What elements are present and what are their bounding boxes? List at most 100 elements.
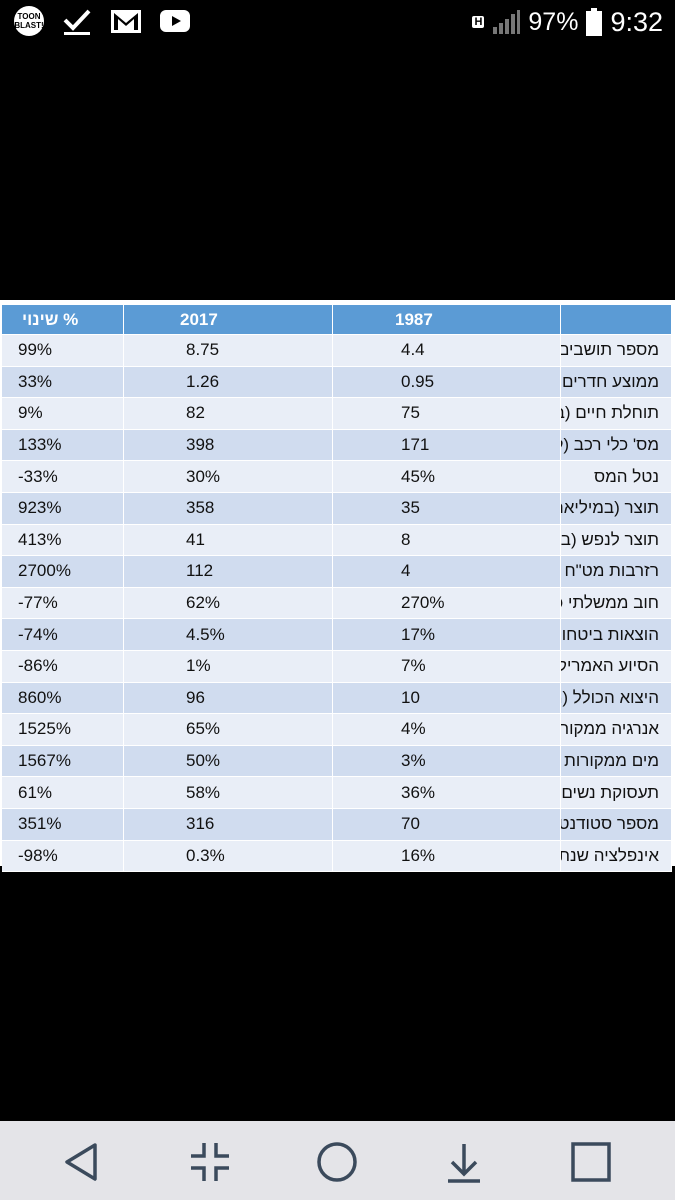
cell-label: תוצר (במיליארדי $) <box>560 492 672 525</box>
cell-2017: 8.75 <box>123 334 333 367</box>
cell-label: מספר סטודנטים (באלפים) <box>560 808 672 841</box>
download-button[interactable] <box>442 1140 486 1184</box>
table-row: -86%1%7%הסיוע האמריקני כאחוז מהתוצר <box>2 650 672 683</box>
cell-2017: 96 <box>123 682 333 715</box>
cell-label: מים ממקורות מותפלים <box>560 745 672 778</box>
cell-label: מס' כלי רכב (לאלף תושבים) <box>560 429 672 462</box>
cell-2017: 398 <box>123 429 333 462</box>
cell-change: -33% <box>2 460 124 493</box>
cell-1987: 4.4 <box>332 334 561 367</box>
cell-2017: 65% <box>123 713 333 746</box>
battery-icon <box>586 8 603 36</box>
cell-change: 33% <box>2 366 124 399</box>
cell-2017: 30% <box>123 460 333 493</box>
cell-change: 61% <box>2 776 124 809</box>
status-bar: TOON BLAST! H 97% 9:32 <box>0 0 675 44</box>
notification-icons: TOON BLAST! <box>14 6 208 36</box>
header-2017: 2017 <box>123 305 333 335</box>
header-label <box>560 305 672 335</box>
table-row: 61% 58% 36% תעסוקת נשים <box>2 776 672 809</box>
cell-2017: 316 <box>123 808 333 841</box>
clock: 9:32 <box>610 6 663 37</box>
recents-button[interactable] <box>569 1140 613 1184</box>
cell-label: אינפלציה שנתית <box>560 840 672 873</box>
cell-1987: 75 <box>332 397 561 430</box>
cell-2017: 82 <box>123 397 333 430</box>
cell-2017: 41 <box>123 524 333 557</box>
toon-blast-text-2: BLAST! <box>14 21 44 30</box>
table-row: -98%0.3%16%אינפלציה שנתית <box>2 840 672 873</box>
cell-1987: 270% <box>332 587 561 620</box>
cell-2017: 0.3% <box>123 840 333 873</box>
cell-2017: 112 <box>123 555 333 588</box>
cell-1987: 36% <box>332 776 561 809</box>
cell-change: 2700% <box>2 555 124 588</box>
cell-change: 860% <box>2 682 124 715</box>
cell-change: -74% <box>2 618 124 651</box>
cell-change: 133% <box>2 429 124 462</box>
check-icon <box>63 9 91 35</box>
system-icons: H 97% 9:32 <box>464 6 663 38</box>
cell-label: נטל המס <box>560 460 672 493</box>
signal-icon <box>493 10 521 34</box>
home-button[interactable] <box>315 1140 359 1184</box>
cell-1987: 0.95 <box>332 366 561 399</box>
cell-1987: 4% <box>332 713 561 746</box>
cell-label: חוב ממשלתי כאחוז מהתוצר <box>560 587 672 620</box>
cell-1987: 45% <box>332 460 561 493</box>
table-row: 1567%50%3%מים ממקורות מותפלים <box>2 745 672 778</box>
cell-1987: 171 <box>332 429 561 462</box>
cell-label: ממוצע חדרים לנפש <box>560 366 672 399</box>
cell-2017: 1% <box>123 650 333 683</box>
cell-label: הוצאות ביטחון כאחוז מהתוצר <box>560 618 672 651</box>
cell-label: תעסוקת נשים <box>560 776 672 809</box>
cell-1987: 70 <box>332 808 561 841</box>
cell-change: 99% <box>2 334 124 367</box>
recents-icon <box>571 1142 611 1182</box>
youtube-icon <box>160 10 190 32</box>
cell-label: אנרגיה ממקורות עצמאיים <box>560 713 672 746</box>
cell-2017: 58% <box>123 776 333 809</box>
cell-change: 9% <box>2 397 124 430</box>
table-row: 1525%65%4%אנרגיה ממקורות עצמאיים <box>2 713 672 746</box>
cell-2017: 358 <box>123 492 333 525</box>
gmail-icon <box>111 10 141 33</box>
back-icon <box>65 1143 97 1181</box>
cell-change: 1567% <box>2 745 124 778</box>
home-icon <box>317 1142 357 1182</box>
cell-change: 923% <box>2 492 124 525</box>
table-row: -77%62%270%חוב ממשלתי כאחוז מהתוצר <box>2 587 672 620</box>
cell-2017: 50% <box>123 745 333 778</box>
network-h-icon: H <box>472 16 485 28</box>
cell-change: -98% <box>2 840 124 873</box>
cell-change: 1525% <box>2 713 124 746</box>
cell-change: -77% <box>2 587 124 620</box>
table-panel: שינוי % 2017 1987 99% 8.75 4.4 מספר תושבים … <box>0 300 675 873</box>
table-header-row: שינוי % 2017 1987 <box>2 305 672 335</box>
header-change: שינוי % <box>2 305 124 335</box>
cell-label: היצוא הכולל (מיליארדי $) <box>560 682 672 715</box>
cell-1987: 35 <box>332 492 561 525</box>
header-1987: 1987 <box>332 305 561 335</box>
cell-1987: 3% <box>332 745 561 778</box>
back-button[interactable] <box>61 1140 105 1184</box>
cell-label: תוחלת חיים (בשנים) <box>560 397 672 430</box>
cell-label: מספר תושבים (במיליונים) <box>560 334 672 367</box>
cell-2017: 62% <box>123 587 333 620</box>
cell-change: 351% <box>2 808 124 841</box>
comparison-table: שינוי % 2017 1987 99% 8.75 4.4 מספר תושבים … <box>2 305 672 873</box>
navigation-bar <box>0 1121 675 1200</box>
cell-change: 413% <box>2 524 124 557</box>
collapse-icon <box>191 1143 229 1181</box>
cell-label: תוצר לנפש (באלפי $) <box>560 524 672 557</box>
collapse-button[interactable] <box>188 1140 232 1184</box>
